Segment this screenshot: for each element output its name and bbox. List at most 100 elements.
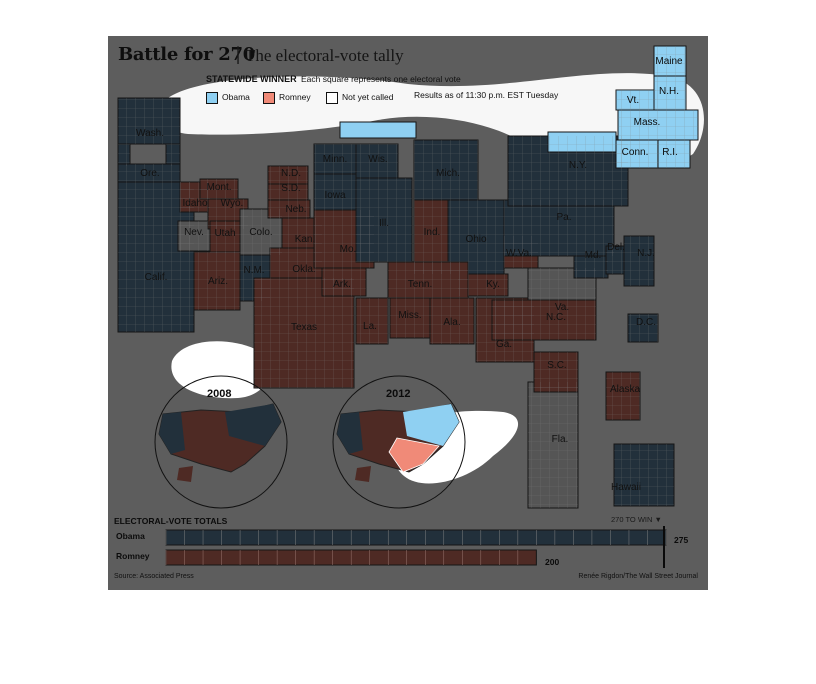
state-grid-n-c [492,300,596,340]
legend-swatch-not-called [326,92,338,104]
state-grid-d-c [628,314,658,342]
state-grid-ala [430,298,474,344]
inset-title-2008: 2008 [207,388,232,400]
state-label-tenn: Tenn. [408,279,432,290]
state-label-colo: Colo. [249,227,272,238]
totals-bar-obama [165,529,667,546]
state-label-del: Del. [607,242,625,253]
state-grid-wash [118,144,130,166]
state-label-alaska: Alaska [610,384,640,395]
to-win-text: 270 TO WIN [611,515,653,524]
state-label-ga: Ga. [496,339,512,350]
state-grid-s-c [534,352,578,392]
state-label-ky: Ky. [486,279,500,290]
state-label-s-d: S.D. [281,183,300,194]
state-label-n-d: N.D. [281,168,301,179]
state-label-calif: Calif. [145,272,168,283]
totals-heading: ELECTORAL-VOTE TOTALS [114,516,228,526]
legend-swatch-romney [263,92,275,104]
state-label-ark: Ark. [333,279,351,290]
state-grid-ind [414,200,448,274]
state-label-maine: Maine [655,56,683,67]
credit-note: Renée Rigdon/The Wall Street Journal [578,573,698,580]
legend-swatch-obama [206,92,218,104]
state-label-n-j: N.J. [637,248,655,259]
state-grid-alaska [606,372,640,420]
state-grid-ark [322,268,366,296]
state-label-idaho: Idaho [182,198,207,209]
inset-globe-2008 [154,375,288,509]
state-grid-minn [314,144,356,174]
inset-northeast-2008 [225,404,281,446]
state-label-ohio: Ohio [465,234,487,245]
state-label-ill: Ill. [379,218,389,229]
state-grid-nev [178,221,210,251]
state-label-fla: Fla. [552,434,569,445]
state-grid-pa [504,200,614,256]
state-grid-ore [118,164,180,182]
state-label-vt: Vt. [627,95,639,106]
state-grid-ohio [448,200,504,274]
state-grid-wash [166,144,180,166]
state-grid-fla [528,382,578,508]
inset-title-2012: 2012 [386,388,411,400]
inset-alaska-2008 [177,466,193,482]
state-label-utah: Utah [214,228,235,239]
state-grid-la [356,298,388,344]
state-label-ind: Ind. [424,227,441,238]
state-grid-del [606,246,624,274]
state-label-w-va: W.Va. [506,248,532,259]
state-grid-texas [254,278,354,388]
state-label-nev: Nev. [184,227,204,238]
inset-alaska-2012 [355,466,371,482]
state-grid-conn [616,140,658,168]
chart-subtitle: The electoral-vote tally [245,46,404,65]
state-label-minn: Minn. [323,154,347,165]
to-win-marker-icon: ▼ [654,515,662,524]
legend-description: Each square represents one electoral vot… [301,74,461,84]
state-label-ala: Ala. [443,317,460,328]
state-label-pa: Pa. [556,212,571,223]
state-grid-vt [616,90,656,110]
state-grid-s-d [268,184,308,200]
state-label-mo: Mo. [340,244,357,255]
results-timestamp: Results as of 11:30 p.m. EST Tuesday [414,90,559,100]
state-grid-md [574,256,608,278]
state-label-s-c: S.C. [547,360,566,371]
state-grid-iowa [314,174,356,210]
state-label-texas: Texas [291,322,317,333]
state-grid-n-h [654,76,686,110]
highlight-glow-2008 [171,341,271,399]
state-label-ariz: Ariz. [208,276,228,287]
state-label-va: Va. [555,302,569,313]
electoral-cartogram: Wash. Ore. Calif. Nev. Idaho Mont. Wyo. Utah Col… [117,45,704,568]
legend-heading: STATEWIDE WINNER [206,74,297,84]
state-label-conn: Conn. [622,147,649,158]
state-grid-miss [390,298,430,338]
state-grid-mass [618,110,698,140]
inset-west-coast-2012 [337,412,363,454]
state-grid-maine [654,46,686,76]
state-label-n-h: N.H. [659,86,679,97]
to-win-label: 270 TO WIN ▼ [611,515,662,524]
title-separator: | [235,44,242,65]
totals-value-obama: 275 [674,535,689,545]
inset-southeast-2012 [388,437,440,473]
state-grid-utah [210,221,240,253]
state-label-ore: Ore. [140,168,159,179]
state-label-wyo: Wyo. [221,198,244,209]
inset-west-coast-2008 [159,412,185,454]
state-grid-mont [200,179,238,199]
state-grid-wash [118,98,180,144]
state-label-r-i: R.I. [662,147,678,158]
state-grid-r-i [658,140,690,168]
state-grid-okla [270,248,322,278]
totals-label-obama: Obama [116,531,145,541]
state-grid-wis [356,144,398,178]
state-label-miss: Miss. [398,310,421,321]
state-grid-n-d [268,166,308,184]
state-label-hawaii: Hawaii [611,482,641,493]
state-label-wis: Wis. [368,154,387,165]
state-grid-neb [268,200,310,218]
state-grid-ill [356,178,412,262]
